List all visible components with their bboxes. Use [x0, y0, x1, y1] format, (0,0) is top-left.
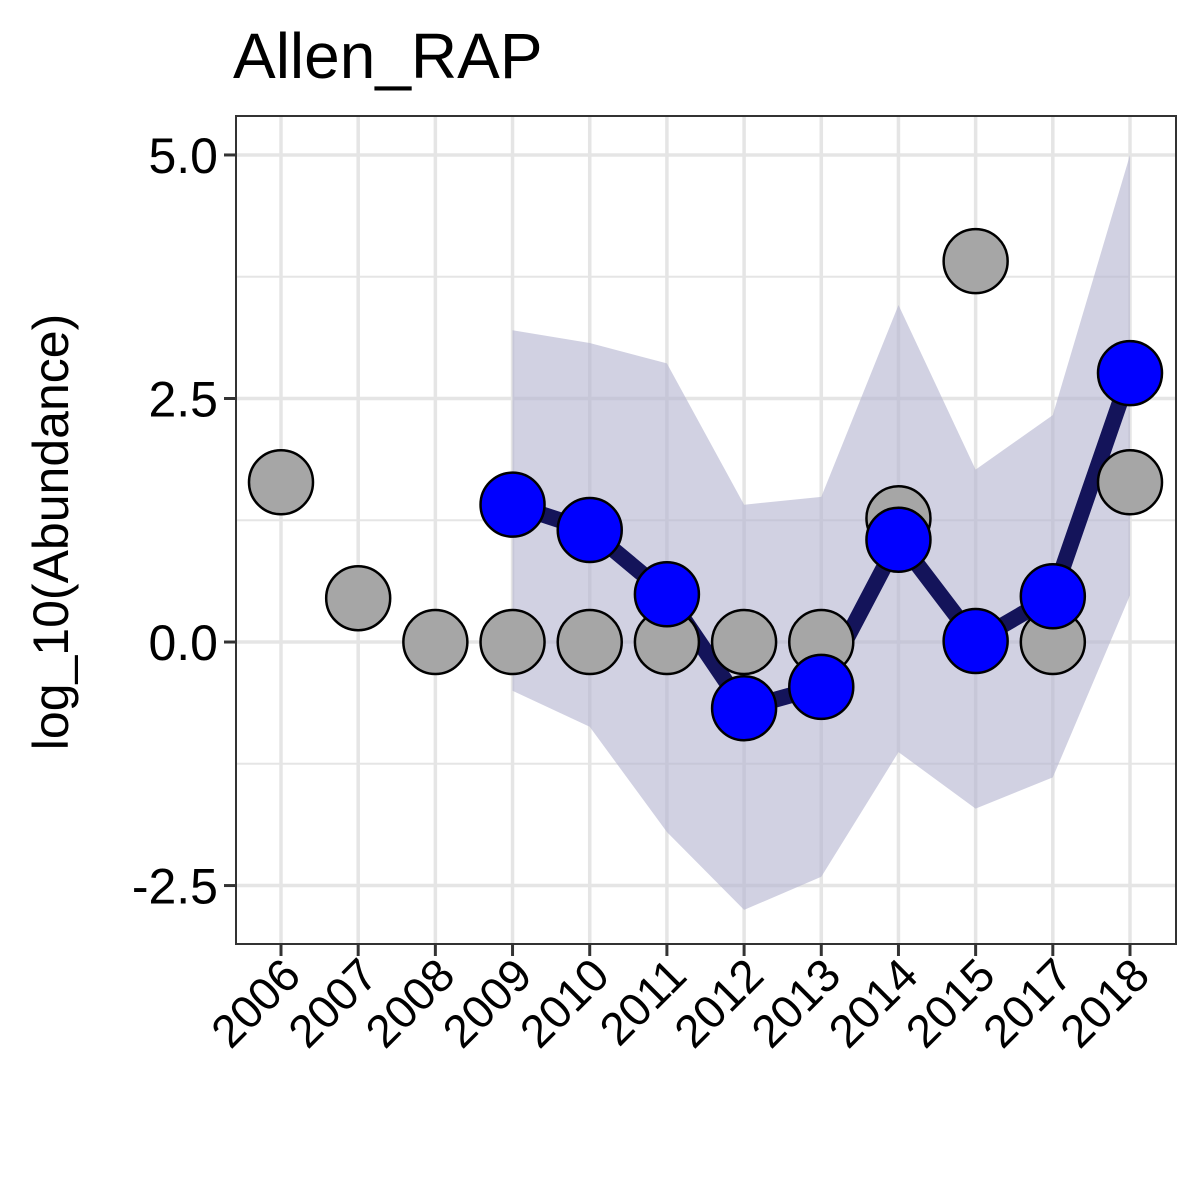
- x-tick-label: 2013: [741, 948, 850, 1057]
- x-tick-label: 2007: [278, 948, 387, 1057]
- estimate-point: [633, 561, 701, 628]
- observed-point: [479, 608, 546, 676]
- estimate-point: [710, 675, 778, 742]
- x-tick-label: 2015: [896, 948, 1005, 1057]
- confidence-ribbon: [512, 155, 1130, 910]
- estimate-point: [865, 506, 932, 573]
- x-tick-label: 2012: [664, 948, 773, 1057]
- y-axis-label: log_10(Abundance): [23, 314, 79, 750]
- y-tick-label: -2.5: [132, 859, 218, 915]
- estimate-point: [1096, 339, 1164, 407]
- observed-point: [247, 449, 315, 516]
- observed-point: [710, 608, 778, 676]
- x-tick-label: 2006: [201, 948, 310, 1057]
- chart-title: Allen_RAP: [233, 20, 543, 92]
- estimate-point: [788, 653, 855, 721]
- estimate-points: [479, 339, 1164, 742]
- y-axis: 5.0 2.5 0.0 -2.5: [132, 128, 236, 915]
- estimate-point: [479, 471, 546, 538]
- x-tick-label: 2017: [973, 948, 1082, 1057]
- x-tick-label: 2009: [432, 948, 541, 1057]
- x-tick-label: 2018: [1050, 948, 1159, 1057]
- x-axis: 2006200720082009201020112012201320142015…: [201, 944, 1159, 1057]
- observed-point: [402, 608, 469, 676]
- y-tick-label: 2.5: [148, 371, 218, 427]
- x-tick-label: 2010: [510, 948, 619, 1057]
- panel-border: [235, 115, 1177, 945]
- estimate-point: [942, 607, 1009, 675]
- observed-point: [556, 608, 623, 676]
- observed-point: [324, 564, 392, 632]
- x-tick-label: 2014: [818, 948, 927, 1057]
- estimate-point: [1019, 562, 1087, 630]
- x-tick-label: 2008: [355, 948, 464, 1057]
- observed-point: [1096, 449, 1164, 516]
- y-tick-label: 5.0: [148, 128, 218, 184]
- observed-point: [942, 227, 1009, 295]
- y-tick-label: 0.0: [148, 615, 218, 671]
- estimate-point: [556, 496, 623, 564]
- observed-points: [247, 227, 1164, 676]
- x-tick-label: 2011: [589, 948, 696, 1055]
